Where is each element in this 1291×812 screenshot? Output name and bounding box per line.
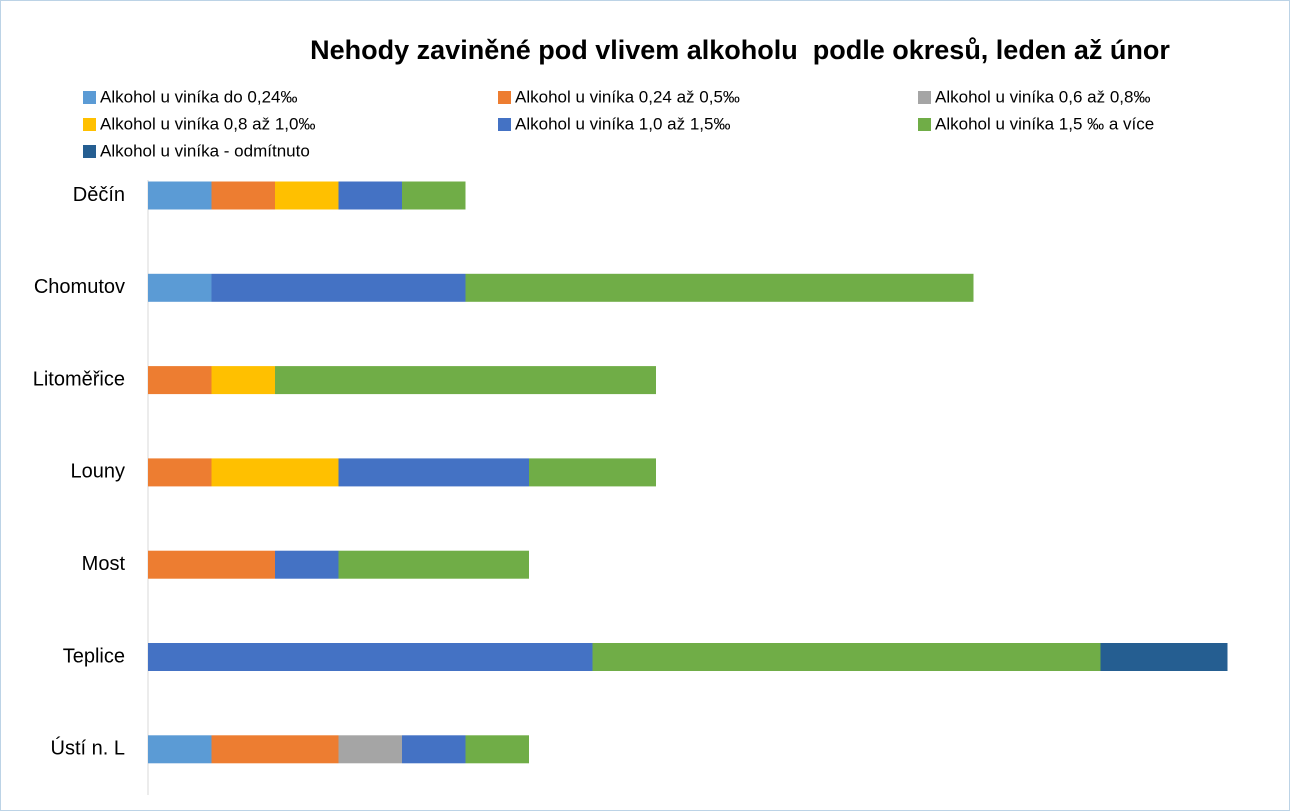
legend-swatch [83, 145, 96, 158]
category-label: Teplice [63, 645, 125, 667]
category-label: Louny [71, 461, 126, 483]
chart-title: Nehody zaviněné pod vlivem alkoholu podl… [310, 35, 1170, 65]
legend-label: Alkohol u viníka 1,0 až 1,5‰ [515, 114, 730, 133]
legend-label: Alkohol u viníka 0,8 až 1,0‰ [100, 114, 315, 133]
legend-label: Alkohol u viníka 0,24 až 0,5‰ [515, 87, 740, 106]
legend-swatch [918, 118, 931, 131]
bar-segment [148, 181, 212, 210]
bar-segment [148, 643, 593, 671]
legend-label: Alkohol u viníka do 0,24‰ [100, 87, 298, 106]
legend-swatch [498, 118, 511, 131]
category-label: Litoměřice [33, 368, 125, 390]
bar-segment [1100, 643, 1228, 671]
bar-segment [592, 643, 1101, 671]
bar-segment [275, 550, 339, 579]
bar-segment [338, 458, 529, 487]
bar-segment [211, 273, 466, 302]
legend-swatch [83, 91, 96, 104]
category-label: Ústí n. L [51, 737, 125, 760]
bar-segment [338, 550, 529, 579]
legend-swatch [498, 91, 511, 104]
bar-segment [148, 273, 212, 302]
legend-label: Alkohol u viníka 0,6 až 0,8‰ [935, 87, 1150, 106]
bar-segment [402, 735, 466, 764]
bar-segment [148, 366, 212, 395]
bar-segment [211, 181, 275, 210]
bar-segment [338, 181, 402, 210]
bar-segment [211, 366, 275, 395]
category-label: Děčín [73, 184, 125, 206]
bar-segment [465, 273, 974, 302]
category-label: Most [82, 553, 126, 575]
bar-segment [148, 735, 212, 764]
bar-segment [529, 458, 656, 487]
bar-segment [402, 181, 466, 210]
bar-segment [465, 735, 529, 764]
legend-label: Alkohol u viníka 1,5 ‰ a více [935, 114, 1154, 133]
bar-segment [148, 550, 275, 579]
bar-segment [275, 366, 656, 395]
legend-label: Alkohol u viníka - odmítnuto [100, 141, 310, 160]
bar-segment [338, 735, 402, 764]
bar-segment [211, 735, 339, 764]
legend-swatch [918, 91, 931, 104]
bar-segment [211, 458, 339, 487]
bar-segment [148, 458, 212, 487]
category-label: Chomutov [34, 276, 125, 298]
bar-segment [275, 181, 339, 210]
legend-swatch [83, 118, 96, 131]
